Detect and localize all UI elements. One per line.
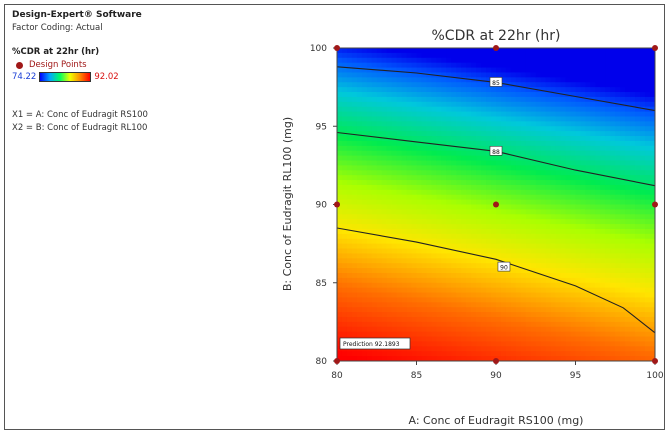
y-tick-label: 80	[316, 357, 328, 367]
contour-label: 88	[492, 149, 500, 156]
factor-list: X1 = A: Conc of Eudragit RS100 X2 = B: C…	[12, 110, 232, 133]
software-title: Design-Expert® Software	[12, 10, 142, 20]
y-tick-label: 95	[316, 122, 327, 132]
design-point	[652, 201, 658, 208]
contour-line-90	[337, 227, 655, 334]
design-points-legend: Design Points	[16, 60, 232, 70]
prediction-flag: Prediction 92.1893	[339, 337, 411, 350]
x-tick-label: 90	[490, 371, 502, 381]
factor-x1: X1 = A: Conc of Eudragit RS100	[12, 110, 148, 120]
factor-coding: Factor Coding: Actual	[12, 23, 103, 33]
factor-x2: X2 = B: Conc of Eudragit RL100	[12, 123, 148, 133]
y-tick-label: 100	[310, 44, 327, 54]
scale-max-value: 92.02	[94, 72, 119, 82]
chart-title: %CDR at 22hr (hr)	[431, 28, 560, 44]
design-points-label: Design Points	[29, 60, 87, 70]
y-axis-label: B: Conc of Eudragit RL100 (mg)	[281, 117, 294, 291]
contour-label-box	[497, 261, 511, 272]
scale-min-value: 74.22	[12, 72, 37, 82]
x-tick-label: 95	[570, 371, 581, 381]
x-tick-label: 80	[331, 371, 343, 381]
color-scale-bar	[39, 72, 92, 82]
design-point	[334, 358, 340, 364]
contour-label-box	[489, 77, 503, 87]
design-point	[334, 45, 340, 51]
prediction-label: Prediction 92.1893	[343, 341, 400, 348]
response-name: %CDR at 22hr (hr)	[12, 47, 100, 57]
x-axis-label: A: Conc of Eudragit RS100 (mg)	[409, 414, 584, 427]
design-point	[652, 358, 658, 364]
design-point	[334, 201, 340, 208]
design-point	[493, 45, 499, 51]
x-tick-label: 85	[411, 371, 422, 381]
info-sidebar: Design-Expert® Software Factor Coding: A…	[12, 10, 232, 133]
color-scale: 74.22 92.02	[12, 72, 232, 82]
design-point	[652, 45, 658, 51]
design-point	[493, 358, 499, 364]
design-point-icon	[16, 61, 23, 69]
contour-label: 85	[492, 80, 500, 87]
x-tick-label: 100	[646, 371, 663, 381]
contour-label: 90	[500, 265, 508, 272]
y-tick-label: 85	[316, 279, 327, 289]
y-tick-label: 90	[316, 201, 328, 211]
contour-label-box	[489, 145, 503, 156]
design-point	[493, 201, 499, 208]
